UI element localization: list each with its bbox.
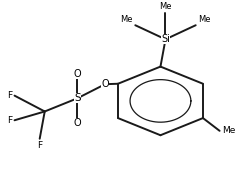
Text: F: F [7,91,12,100]
Text: Me: Me [221,126,235,135]
Text: Me: Me [197,15,210,24]
Text: Me: Me [159,2,171,11]
Text: O: O [73,69,81,79]
Text: O: O [101,79,109,89]
Text: Me: Me [120,15,132,24]
Text: F: F [37,141,42,149]
Text: O: O [73,118,81,128]
Text: F: F [7,116,12,125]
Text: Si: Si [161,34,169,44]
Text: S: S [74,93,80,103]
